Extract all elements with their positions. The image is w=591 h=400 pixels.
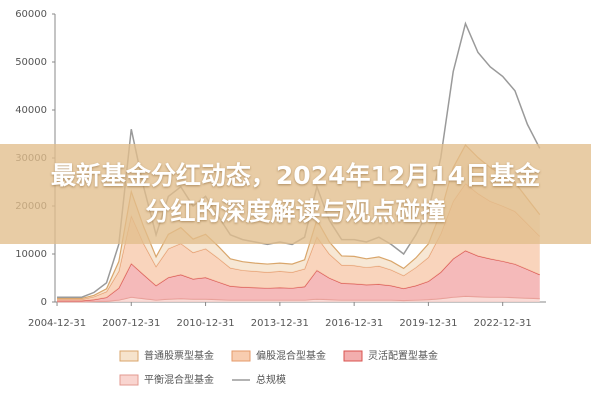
legend-swatch [119, 374, 139, 386]
y-tick-label: 50000 [15, 57, 47, 68]
area [57, 145, 540, 300]
x-tick-label: 2019-12-31 [399, 318, 457, 329]
legend-label: 灵活配置型基金 [368, 349, 438, 362]
y-tick-label: 60000 [15, 9, 47, 20]
title-banner [0, 144, 591, 244]
legend-swatch [119, 350, 139, 362]
area [57, 296, 540, 302]
x-tick-label: 2016-12-31 [325, 318, 383, 329]
y-tick-label: 10000 [15, 249, 47, 260]
legend-label: 偏股混合型基金 [256, 349, 326, 362]
legend-label: 普通股票型基金 [144, 349, 214, 362]
legend-label: 总规模 [256, 373, 286, 386]
area [57, 250, 540, 302]
legend-label: 平衡混合型基金 [144, 373, 214, 386]
x-tick-label: 2013-12-31 [251, 318, 309, 329]
x-tick-label: 2010-12-31 [176, 318, 234, 329]
legend-swatch [343, 350, 363, 362]
area [57, 183, 540, 301]
x-tick-label: 2007-12-31 [102, 318, 160, 329]
chart-title: 最新基金分红动态，2024年12月14日基金分红的深度解读与观点碰撞 [50, 161, 541, 226]
y-tick-label: 40000 [15, 105, 47, 116]
x-tick-label: 2004-12-31 [28, 318, 86, 329]
legend-swatch [231, 350, 251, 362]
y-tick-label: 0 [41, 297, 47, 308]
x-tick-label: 2022-12-31 [474, 318, 532, 329]
